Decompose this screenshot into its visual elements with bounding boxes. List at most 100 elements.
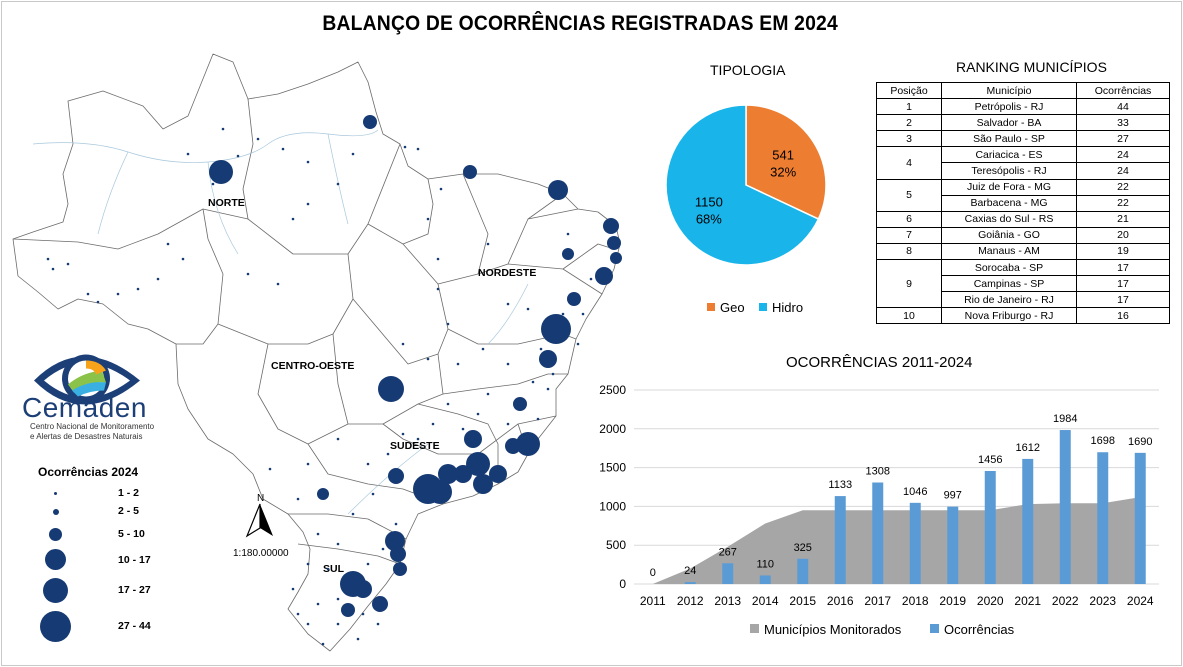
map-marker (539, 347, 543, 351)
map-marker (390, 546, 406, 562)
map-marker (567, 292, 581, 306)
ranking-row: 5 Juiz de Fora - MG 22 (876, 178, 1170, 212)
map-marker (403, 145, 407, 149)
bar-chart-legend: Municípios Monitorados Ocorrências (750, 622, 1015, 637)
y-tick-label: 2500 (599, 383, 626, 397)
map-marker (516, 432, 540, 456)
map-marker (393, 562, 407, 576)
pie-percent-label: 68% (696, 212, 722, 227)
ranking-position: 3 (876, 130, 942, 148)
map-marker (209, 160, 233, 184)
ranking-municipio: Teresópolis - RJ (941, 162, 1077, 180)
bar-ocorrencias (684, 582, 696, 584)
x-tick-label: 2024 (1127, 594, 1154, 608)
ranking-ocorrencias: 21 (1076, 210, 1170, 228)
map-marker (363, 115, 377, 129)
legend-marker-icon (43, 578, 68, 603)
map-marker (416, 147, 420, 151)
map-marker (281, 147, 285, 151)
ranking-row: 7 Goiânia - GO 20 (876, 226, 1170, 244)
map-marker (336, 622, 340, 626)
map-marker (428, 480, 452, 504)
map-marker (291, 587, 295, 591)
ranking-row: Teresópolis - RJ 24 (877, 162, 1170, 180)
bar-data-label: 1308 (866, 465, 890, 477)
x-tick-label: 2012 (677, 594, 704, 608)
y-tick-label: 2000 (599, 422, 626, 436)
map-marker (181, 257, 185, 261)
bar-ocorrencias (1022, 458, 1034, 584)
legend-marker-icon (53, 509, 59, 515)
pie-value-label: 1150 (695, 195, 723, 210)
ranking-position: 8 (876, 242, 942, 261)
cemaden-logo (34, 354, 140, 405)
ocorrencias-bar-chart: 0 500 1000 1500 2000 2500 0 24 267 110 325 1133 1308… (599, 383, 1159, 637)
bar-data-label: 1133 (828, 479, 852, 491)
ranking-ocorrencias: 20 (1076, 226, 1170, 244)
ranking-row: 3 São Paulo - SP 27 (876, 130, 1170, 148)
map-marker (562, 248, 574, 260)
bar-data-label: 24 (684, 565, 696, 577)
map-marker (401, 432, 405, 436)
bar-data-label: 325 (794, 542, 812, 554)
map-marker (376, 622, 380, 626)
ranking-municipio: Goiânia - GO (941, 226, 1077, 244)
ranking-ocorrencias: 16 (1076, 307, 1170, 325)
ranking-municipio: São Paulo - SP (941, 130, 1077, 148)
x-tick-label: 2015 (789, 594, 816, 608)
map-marker (116, 292, 120, 296)
pie-percent-label: 32% (770, 164, 796, 179)
y-tick-label: 1500 (599, 461, 626, 475)
map-marker (306, 562, 310, 566)
x-tick-label: 2013 (714, 594, 741, 608)
occurrence-markers (46, 115, 622, 646)
ranking-municipio: Manaus - AM (941, 242, 1077, 261)
map-marker (551, 372, 555, 376)
ranking-table: Posição Município Ocorrências 1 Petrópoli… (876, 81, 1170, 325)
region-label-norte: NORTE (208, 197, 245, 209)
map-marker (461, 427, 465, 431)
map-marker (416, 437, 420, 441)
map-marker (531, 380, 535, 384)
area-municipios-monitorados (652, 497, 1141, 584)
map-marker (561, 312, 565, 316)
ranking-ocorrencias: 22 (1076, 194, 1170, 212)
map-marker (276, 282, 280, 286)
map-marker (336, 437, 340, 441)
map-marker (356, 637, 360, 641)
map-marker (361, 612, 365, 616)
map-marker (366, 562, 370, 566)
region-label-nordeste: NORDESTE (478, 267, 536, 279)
y-tick-label: 0 (619, 577, 626, 591)
ranking-row: 8 Manaus - AM 19 (876, 242, 1170, 261)
map-legend-title: Ocorrências 2024 (38, 465, 139, 479)
ranking-municipio: Barbacena - MG (941, 194, 1077, 212)
x-tick-label: 2018 (902, 594, 929, 608)
map-marker (354, 580, 372, 598)
bar-data-label: 1612 (1016, 442, 1040, 454)
map-marker (321, 642, 325, 646)
x-tick-label: 2022 (1052, 594, 1079, 608)
map-marker (506, 422, 510, 426)
bar-data-label: 1698 (1091, 435, 1115, 447)
map-marker (541, 314, 571, 344)
ranking-ocorrencias: 33 (1076, 114, 1170, 132)
map-marker (463, 165, 477, 179)
y-tick-label: 500 (606, 538, 626, 552)
legend-item: 10 - 17 (30, 549, 180, 570)
y-tick-label: 1000 (599, 499, 626, 513)
map-marker (464, 430, 482, 448)
legend-item: 1 - 2 (30, 485, 180, 505)
pie-chart-title: TIPOLOGIA (710, 62, 786, 78)
ranking-municipio: Juiz de Fora - MG (941, 178, 1077, 196)
map-scale: 1:180.00000 (233, 548, 289, 559)
bar-data-label: 997 (944, 490, 962, 502)
map-marker (386, 452, 390, 456)
bar-chart-title: OCORRÊNCIAS 2011-2024 (786, 354, 973, 371)
page-title: BALANÇO DE OCORRÊNCIAS REGISTRADAS EM 20… (322, 12, 838, 35)
map-marker (506, 302, 510, 306)
ranking-row: 10 Nova Friburgo - RJ 16 (876, 307, 1170, 325)
map-marker (296, 497, 300, 501)
map-marker (385, 531, 405, 551)
brazil-map: NORTE NORDESTE CENTRO-OESTE SUDESTE SUL (12, 53, 622, 652)
